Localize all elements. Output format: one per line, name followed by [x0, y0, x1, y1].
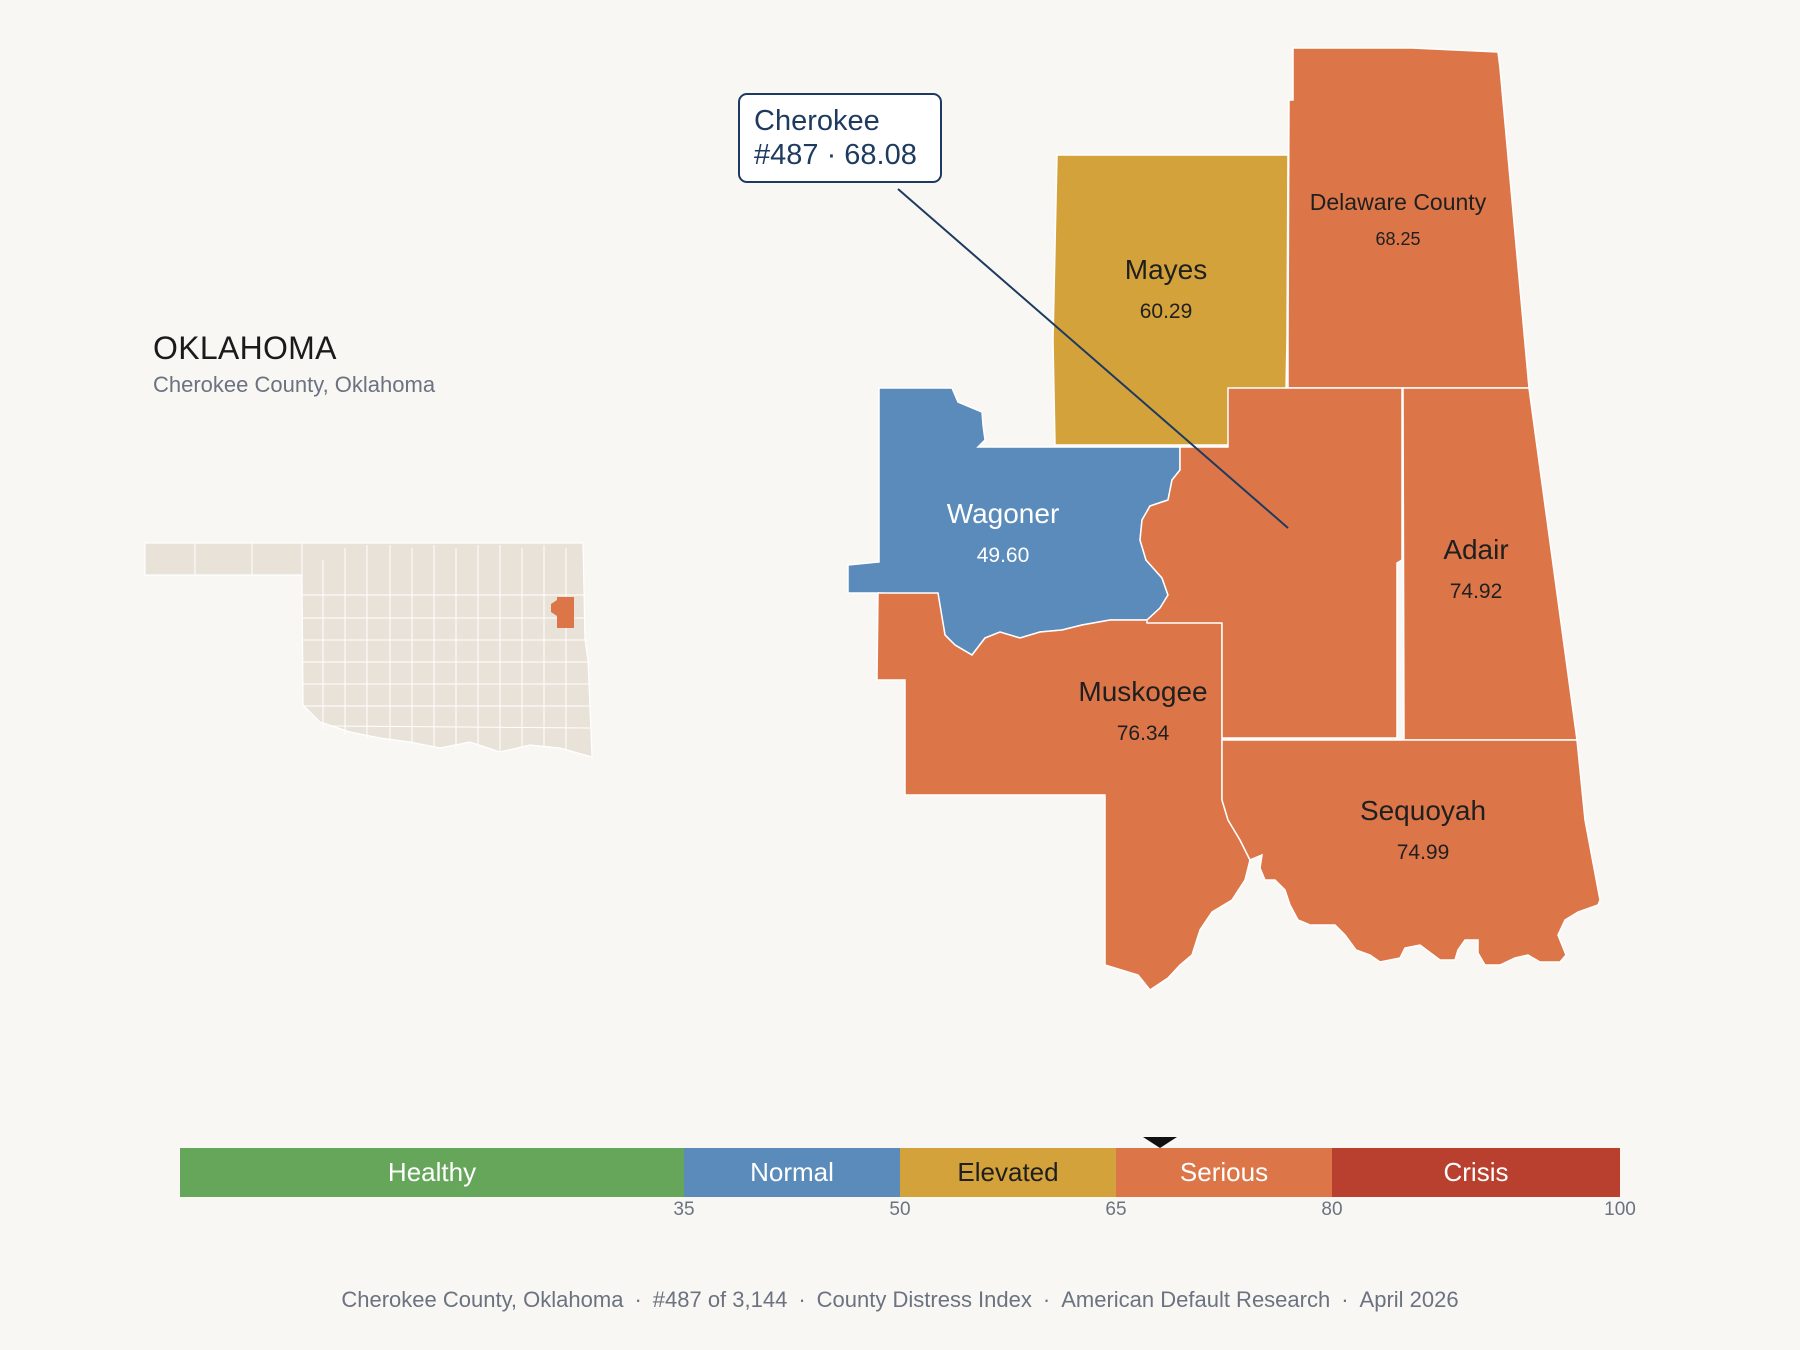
footer-separator: · — [634, 1287, 642, 1312]
county-label-delaware: Delaware County — [1310, 189, 1487, 215]
footer-separator: · — [798, 1287, 806, 1312]
county-label-muskogee: Muskogee — [1078, 676, 1207, 707]
county-muskogee[interactable] — [876, 592, 1251, 992]
callout-county-name: Cherokee — [754, 105, 880, 137]
county-delaware[interactable] — [1287, 47, 1530, 389]
legend-segment-elevated: Elevated — [900, 1148, 1116, 1197]
footer-date: April 2026 — [1359, 1287, 1459, 1312]
callout-leader-line — [897, 188, 1289, 529]
state-subtitle: Cherokee County, Oklahoma — [153, 372, 436, 397]
county-label-mayes: Mayes — [1125, 254, 1207, 285]
inset-oklahoma-shape — [144, 542, 593, 758]
footer-location: Cherokee County, Oklahoma — [341, 1287, 624, 1312]
county-value-delaware: 68.25 — [1375, 229, 1420, 249]
legend-tick-50: 50 — [889, 1199, 911, 1220]
footer-separator: · — [1042, 1287, 1051, 1312]
county-label-sequoyah: Sequoyah — [1360, 795, 1486, 826]
legend-tick-80: 80 — [1321, 1199, 1343, 1220]
legend-bar: Healthy Normal Elevated Serious Crisis — [180, 1148, 1620, 1197]
legend-tick-100: 100 — [1604, 1199, 1636, 1220]
legend-segment-serious: Serious — [1116, 1148, 1332, 1197]
inset-county-lines — [194, 543, 591, 752]
county-labels: Mayes 60.29 Delaware County 68.25 Wagone… — [947, 189, 1509, 864]
legend-segment-normal: Normal — [684, 1148, 900, 1197]
county-sequoyah[interactable] — [1221, 739, 1601, 966]
footer-index-name: County Distress Index — [816, 1287, 1032, 1312]
county-value-mayes: 60.29 — [1140, 300, 1193, 323]
county-map — [847, 47, 1601, 992]
callout-box: Cherokee #487 · 68.08 — [738, 93, 942, 183]
footer-rank: #487 of 3,144 — [652, 1287, 788, 1312]
county-value-muskogee: 76.34 — [1117, 722, 1170, 745]
county-cherokee[interactable] — [1139, 387, 1403, 739]
county-value-wagoner: 49.60 — [977, 544, 1030, 567]
footer-source: American Default Research — [1061, 1287, 1331, 1312]
legend-tick-35: 35 — [673, 1199, 695, 1220]
legend-tick-65: 65 — [1105, 1199, 1127, 1220]
callout-rank-value: #487 · 68.08 — [754, 139, 917, 171]
inset-state-map — [144, 542, 593, 758]
state-title: OKLAHOMA — [153, 330, 337, 366]
footer: Cherokee County, Oklahoma · #487 of 3,144 ·… — [0, 1287, 1800, 1313]
legend-segment-crisis: Crisis — [1332, 1148, 1620, 1197]
county-value-sequoyah: 74.99 — [1397, 841, 1450, 864]
legend-segment-healthy: Healthy — [180, 1148, 684, 1197]
county-label-wagoner: Wagoner — [947, 498, 1060, 529]
county-label-adair: Adair — [1443, 534, 1508, 565]
county-value-adair: 74.92 — [1450, 580, 1503, 603]
inset-cherokee-highlight — [557, 597, 574, 628]
legend-marker — [1143, 1137, 1178, 1148]
footer-separator: · — [1341, 1287, 1349, 1312]
